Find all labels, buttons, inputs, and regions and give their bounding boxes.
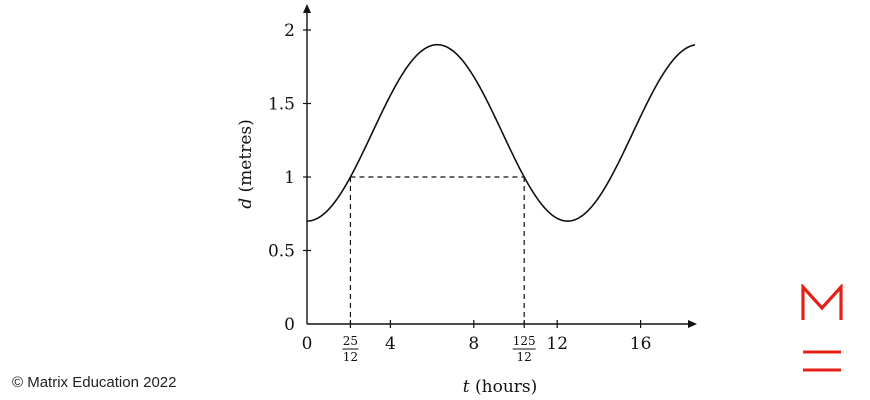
y-axis-arrow-icon	[303, 4, 311, 13]
x-fraction-denominator: 12	[517, 350, 532, 364]
series-line-depth	[306, 43, 696, 222]
y-tick-label: 0.5	[268, 242, 295, 262]
x-fraction-denominator: 12	[343, 350, 358, 364]
x-axis-variable: t	[463, 377, 475, 397]
dashed-guides	[349, 176, 525, 324]
y-tick-label: 1.5	[268, 95, 295, 115]
x-tick-label: 8	[468, 334, 479, 354]
y-tick-label: 2	[284, 21, 295, 41]
y-axis-label: d (metres)	[236, 119, 256, 209]
ticks: 0 0.5 1 1.5 2 0 4 8 12 16 25 12 125 12	[268, 21, 651, 364]
x-axis-unit: (hours)	[475, 377, 537, 397]
y-axis-variable: d	[236, 192, 256, 208]
x-tick-label: 16	[630, 334, 652, 354]
x-fraction-numerator: 125	[513, 334, 536, 348]
x-tick-label: 0	[302, 334, 313, 354]
x-axis-arrow-icon	[688, 320, 697, 328]
copyright-text: © Matrix Education 2022	[12, 374, 177, 391]
x-fraction-numerator: 25	[343, 334, 358, 348]
y-tick-label: 0	[284, 315, 295, 335]
axes	[303, 4, 697, 328]
y-tick-label: 1	[284, 168, 295, 188]
y-axis-unit: (metres)	[236, 119, 256, 192]
matrix-logo-icon	[801, 284, 843, 372]
axis-labels: t (hours) d (metres)	[236, 119, 537, 397]
x-axis-label: t (hours)	[463, 377, 538, 397]
x-tick-label: 4	[385, 334, 396, 354]
x-tick-label: 12	[546, 334, 568, 354]
